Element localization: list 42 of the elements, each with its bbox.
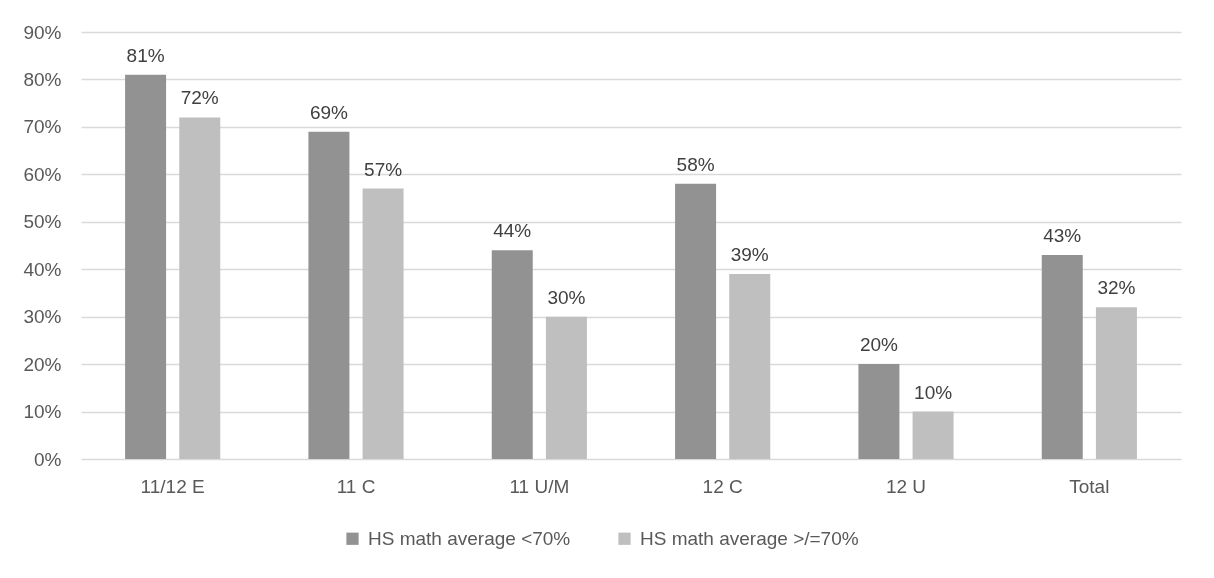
y-tick-label: 10% — [23, 401, 62, 423]
legend-label: HS math average >/=70% — [640, 527, 859, 549]
data-label: 32% — [1097, 277, 1136, 299]
bar — [362, 188, 404, 459]
data-label: 81% — [126, 44, 165, 66]
y-tick-label: 0% — [34, 448, 62, 470]
bar — [1041, 254, 1083, 459]
bar — [858, 364, 900, 459]
bar — [125, 74, 167, 459]
x-tick-label: 12 C — [702, 475, 743, 497]
bar — [912, 411, 954, 459]
data-label: 58% — [676, 153, 715, 175]
bar — [491, 250, 533, 459]
legend-label: HS math average <70% — [368, 527, 571, 549]
bar — [179, 117, 221, 459]
x-tick-label: Total — [1069, 475, 1110, 497]
x-tick-label: 11 C — [336, 475, 376, 497]
y-tick-label: 80% — [23, 68, 62, 90]
data-label: 30% — [547, 286, 586, 308]
x-tick-label: 11 U/M — [509, 475, 570, 497]
bar — [1095, 307, 1137, 459]
bar — [675, 183, 717, 459]
data-label: 57% — [364, 158, 403, 180]
y-tick-label: 50% — [23, 211, 62, 233]
bar — [729, 273, 771, 459]
y-tick-label: 40% — [23, 258, 62, 280]
data-label: 39% — [730, 243, 769, 265]
bar — [545, 316, 587, 459]
data-label: 44% — [493, 220, 532, 242]
y-tick-label: 70% — [23, 116, 62, 138]
y-tick-label: 20% — [23, 353, 62, 375]
data-label: 10% — [914, 381, 953, 403]
y-tick-label: 60% — [23, 163, 62, 185]
x-tick-label: 12 U — [885, 475, 927, 497]
y-tick-label: 30% — [23, 306, 62, 328]
data-label: 20% — [859, 334, 899, 356]
x-tick-label: 11/12 E — [140, 475, 205, 497]
data-label: 72% — [180, 87, 219, 109]
y-tick-label: 90% — [23, 21, 62, 43]
data-label: 43% — [1043, 224, 1082, 246]
data-label: 69% — [309, 101, 349, 123]
bar — [308, 131, 350, 459]
